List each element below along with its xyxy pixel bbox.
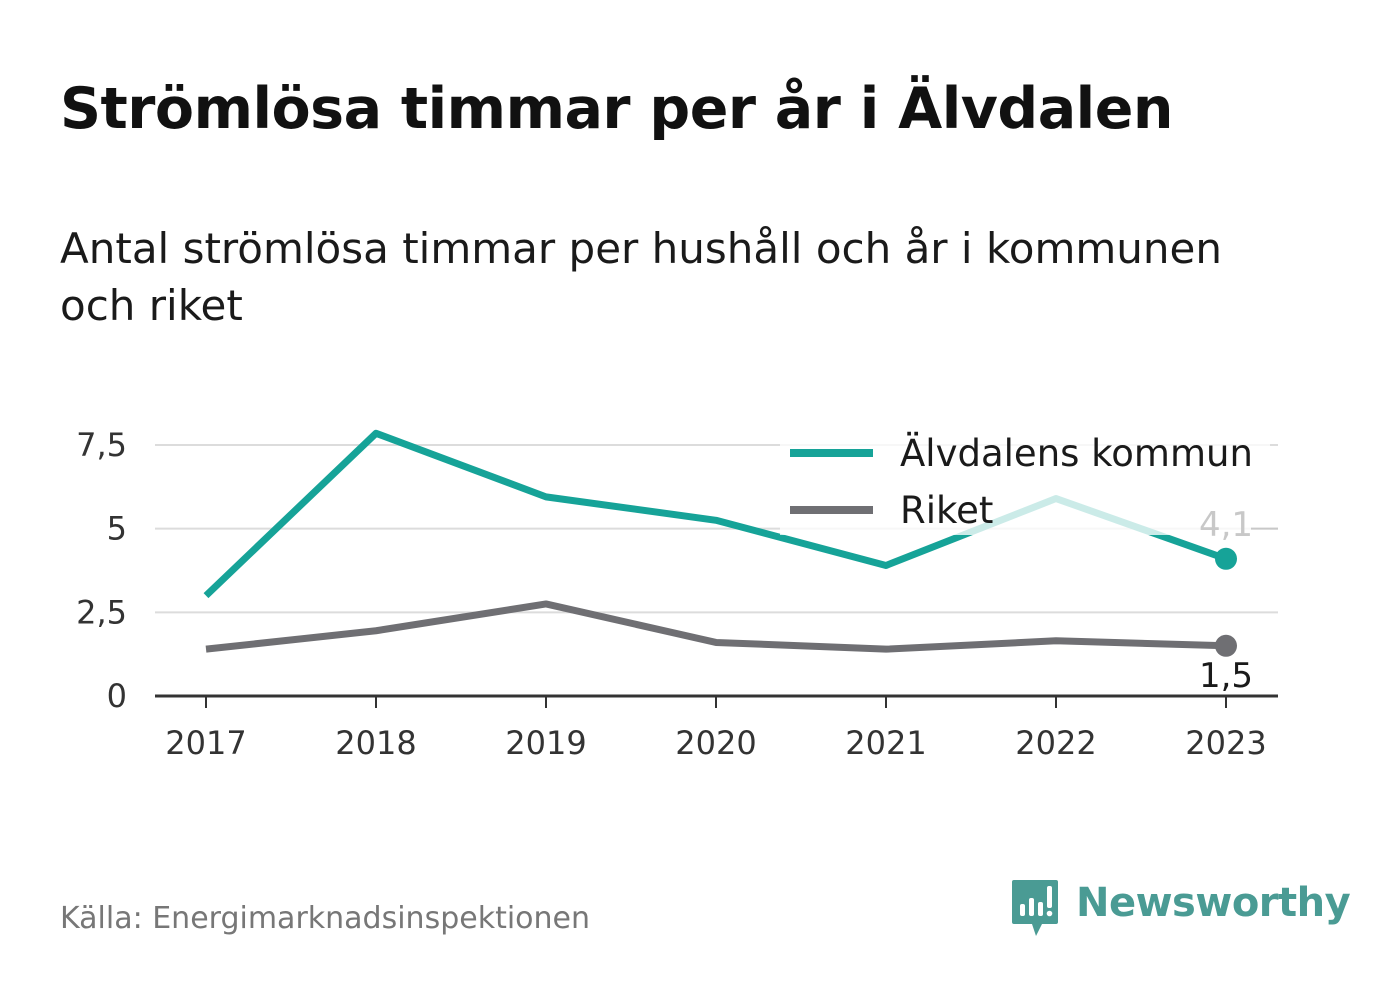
end-value-label-riket: 1,5 (1199, 656, 1253, 696)
chart-subtitle: Antal strömlösa timmar per hushåll och å… (60, 224, 1222, 330)
chart-title: Strömlösa timmar per år i Älvdalen (60, 76, 1173, 142)
x-tick-label: 2020 (675, 724, 756, 762)
end-value-label-alvdalen: 4,1 (1199, 505, 1253, 545)
legend: Älvdalens kommun Riket (780, 425, 1270, 535)
legend-label: Riket (900, 489, 993, 532)
y-tick-label: 7,5 (76, 426, 127, 464)
y-tick-label: 0 (107, 677, 127, 715)
newsworthy-logo-icon (1012, 880, 1058, 936)
series-line-riket (205, 600, 1227, 653)
y-tick-label: 5 (107, 510, 127, 548)
x-tick-label: 2018 (335, 724, 416, 762)
legend-label: Älvdalens kommun (900, 432, 1253, 475)
brand-logo: Newsworthy (1010, 878, 1351, 940)
x-tick-label: 2021 (845, 724, 926, 762)
x-tick-label: 2023 (1185, 724, 1266, 762)
y-tick-label: 2,5 (76, 593, 127, 631)
series-end-point (1215, 547, 1237, 570)
source-note: Källa: Energimarknadsinspektionen (60, 901, 591, 936)
x-tick-label: 2022 (1015, 724, 1096, 762)
legend-background (780, 425, 1270, 535)
end-labels: 4,1 1,5 (1196, 505, 1278, 699)
series-end-point (1215, 634, 1237, 657)
x-tick-label: 2017 (165, 724, 246, 762)
x-tick-label: 2019 (505, 724, 586, 762)
brand-name: Newsworthy (1076, 880, 1351, 926)
axes: 0 2,5 5 7,5 2017 2018 2019 2020 2021 2022 2023 (76, 426, 1278, 762)
